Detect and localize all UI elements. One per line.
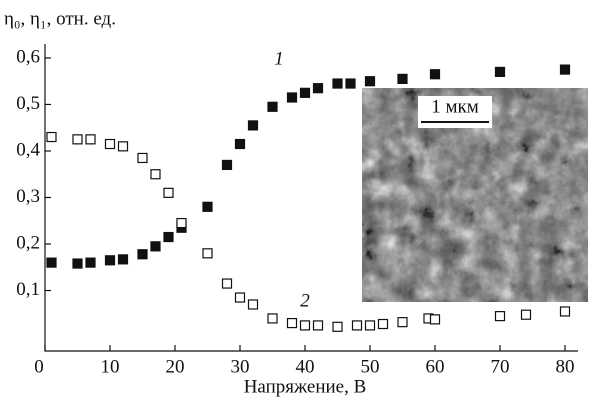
y-tick-label: 0,4: [16, 139, 40, 160]
point: [104, 255, 116, 266]
point: [46, 257, 57, 268]
point: [221, 159, 233, 171]
point: [117, 254, 129, 265]
point: [494, 311, 506, 322]
point: [312, 320, 324, 331]
point: [364, 76, 376, 87]
series-annotation: 1: [274, 49, 284, 70]
point: [137, 249, 148, 260]
y-tick-label: 0,5: [16, 93, 40, 114]
y-tick-label: 0,2: [16, 232, 40, 253]
point: [46, 131, 57, 143]
inset: 1 мкм: [362, 88, 588, 302]
point: [332, 78, 343, 89]
y-tick-label: 0,3: [16, 186, 40, 207]
point: [267, 101, 278, 112]
point: [397, 73, 408, 84]
point: [520, 309, 532, 320]
point: [494, 66, 506, 78]
y-axis-label: η₀, η₁, отн. ед.: [4, 8, 116, 29]
point: [299, 320, 311, 331]
point: [559, 306, 571, 317]
point: [299, 87, 311, 98]
point: [163, 231, 174, 243]
point: [332, 321, 343, 332]
point: [286, 92, 298, 103]
x-tick-label: 40: [296, 356, 315, 377]
point: [345, 78, 356, 89]
x-tick-label: 0: [34, 356, 44, 377]
y-tick-label: 0,1: [16, 279, 40, 300]
point: [202, 248, 213, 259]
point: [72, 258, 83, 269]
point: [247, 120, 259, 131]
point: [286, 317, 298, 329]
point: [163, 187, 174, 198]
point: [234, 292, 246, 303]
x-tick-label: 50: [361, 356, 380, 377]
point: [247, 299, 259, 310]
point: [351, 320, 363, 331]
point: [150, 241, 161, 252]
point: [176, 217, 187, 229]
point: [104, 138, 116, 150]
y-tick-label: 0,6: [16, 46, 40, 67]
x-tick-label: 20: [166, 356, 185, 377]
point: [85, 134, 96, 145]
point: [397, 317, 408, 328]
point: [85, 257, 96, 268]
point: [117, 141, 129, 152]
point: [150, 169, 161, 180]
x-tick-label: 70: [491, 356, 510, 377]
x-tick-label: 80: [556, 356, 575, 377]
point: [137, 152, 148, 164]
point: [377, 318, 389, 330]
point: [221, 278, 233, 289]
x-tick-label: 30: [231, 356, 250, 377]
point: [267, 313, 278, 324]
point: [202, 201, 213, 212]
point: [364, 320, 376, 331]
x-axis-label: Напряжение, В: [244, 376, 367, 397]
point: [234, 138, 246, 150]
x-tick-label: 60: [426, 356, 445, 377]
point: [429, 314, 441, 325]
point: [312, 83, 324, 94]
point: [559, 64, 571, 75]
point: [72, 134, 83, 145]
x-tick-label: 10: [101, 356, 120, 377]
scale-label: 1 мкм: [431, 96, 479, 117]
series-annotation: 2: [300, 291, 310, 312]
point: [429, 69, 441, 80]
